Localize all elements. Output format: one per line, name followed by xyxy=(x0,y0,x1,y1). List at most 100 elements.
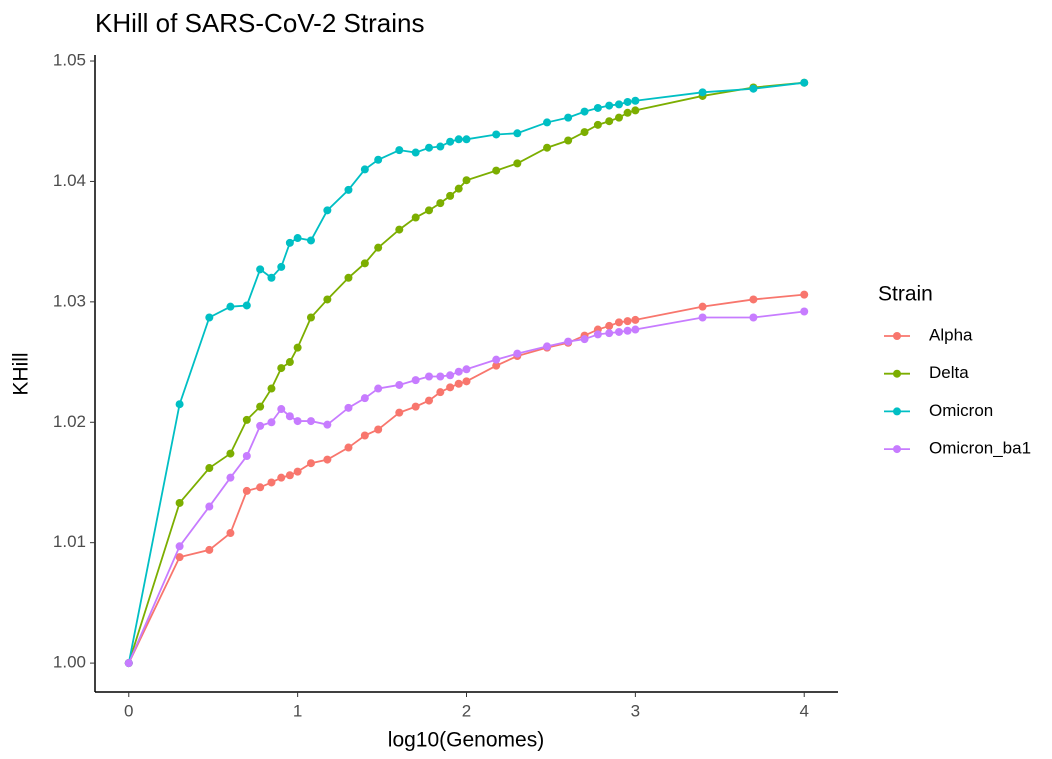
data-point xyxy=(614,100,623,109)
data-point xyxy=(492,130,501,139)
data-point xyxy=(226,473,235,482)
data-point xyxy=(395,380,404,389)
data-point xyxy=(605,321,614,330)
data-point xyxy=(205,545,214,554)
y-tick-label: 1.04 xyxy=(53,171,86,190)
data-point xyxy=(344,185,353,194)
data-point xyxy=(698,302,707,311)
data-point xyxy=(631,315,640,324)
data-point xyxy=(623,97,632,106)
series-line xyxy=(127,310,805,664)
data-point xyxy=(285,358,294,367)
data-point xyxy=(623,326,632,335)
data-point xyxy=(360,165,369,174)
data-point xyxy=(614,318,623,327)
data-point xyxy=(306,459,315,468)
legend-key-point xyxy=(893,332,901,340)
data-point xyxy=(285,471,294,480)
y-axis-title: KHill xyxy=(10,352,33,395)
data-point xyxy=(395,408,404,417)
legend-key-point xyxy=(893,445,901,454)
data-point xyxy=(623,108,632,117)
data-point xyxy=(360,394,369,403)
data-point xyxy=(306,236,315,245)
data-point xyxy=(462,377,471,386)
data-point xyxy=(631,325,640,334)
data-point xyxy=(285,238,294,247)
data-point xyxy=(256,483,265,492)
data-point xyxy=(175,553,184,562)
data-point xyxy=(344,443,353,452)
data-point xyxy=(293,467,302,476)
data-point xyxy=(306,313,315,322)
data-point xyxy=(277,405,286,414)
data-point xyxy=(436,388,445,397)
data-point xyxy=(277,473,286,482)
data-point xyxy=(614,327,623,336)
data-point xyxy=(698,313,707,322)
data-point xyxy=(623,317,632,326)
data-point xyxy=(267,384,276,393)
data-point xyxy=(698,88,707,97)
data-point xyxy=(425,396,434,405)
data-point xyxy=(436,142,445,151)
data-point xyxy=(580,335,589,344)
data-point xyxy=(226,529,235,538)
data-point xyxy=(446,137,455,146)
data-point xyxy=(374,243,383,252)
data-point xyxy=(411,148,420,157)
data-point xyxy=(513,159,522,168)
data-point xyxy=(395,146,404,155)
data-point xyxy=(800,290,809,299)
data-point xyxy=(425,206,434,215)
y-tick-label: 1.00 xyxy=(53,653,86,672)
data-point xyxy=(344,403,353,412)
data-point xyxy=(175,400,184,409)
legend-label: Omicron_ba1 xyxy=(929,439,1031,458)
data-point xyxy=(454,135,463,144)
data-point xyxy=(124,659,133,668)
chart-title: KHill of SARS-CoV-2 Strains xyxy=(95,8,424,38)
data-point xyxy=(749,84,758,93)
data-point xyxy=(411,376,420,385)
data-point xyxy=(323,206,332,215)
data-point xyxy=(323,295,332,304)
data-point xyxy=(543,342,552,351)
data-point xyxy=(454,379,463,388)
x-tick-label: 1 xyxy=(293,701,302,720)
data-point xyxy=(205,313,214,322)
data-point xyxy=(593,330,602,339)
data-point xyxy=(462,365,471,374)
data-point xyxy=(800,307,809,316)
data-point xyxy=(436,372,445,381)
data-point xyxy=(175,498,184,507)
data-point xyxy=(749,295,758,304)
data-point xyxy=(205,502,214,511)
data-point xyxy=(462,135,471,144)
legend-label: Alpha xyxy=(929,325,973,344)
legend-label: Delta xyxy=(929,363,969,382)
data-point xyxy=(800,78,809,87)
data-point xyxy=(395,225,404,234)
data-point xyxy=(425,143,434,152)
x-tick-label: 2 xyxy=(462,701,471,720)
data-point xyxy=(285,412,294,421)
data-point xyxy=(425,372,434,381)
x-axis-title: log10(Genomes) xyxy=(388,729,544,752)
data-point xyxy=(605,117,614,126)
data-point xyxy=(344,273,353,282)
data-point xyxy=(436,199,445,208)
data-point xyxy=(543,118,552,127)
data-point xyxy=(205,464,214,473)
data-point xyxy=(293,234,302,243)
data-point xyxy=(242,486,251,495)
data-point xyxy=(411,213,420,222)
data-point xyxy=(256,421,265,430)
legend-label: Omicron xyxy=(929,401,993,420)
data-point xyxy=(605,329,614,338)
data-point xyxy=(564,136,573,145)
data-point xyxy=(593,120,602,129)
data-point xyxy=(374,425,383,434)
data-point xyxy=(411,402,420,411)
